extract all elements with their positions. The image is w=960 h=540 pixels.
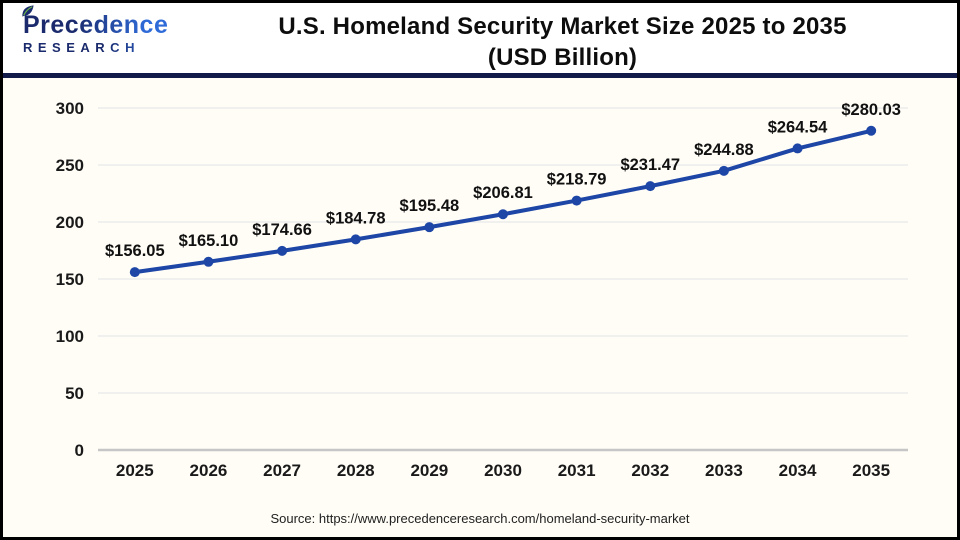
x-tick-label: 2027 — [263, 461, 301, 480]
y-tick-label: 0 — [75, 441, 84, 460]
data-label: $280.03 — [841, 101, 901, 119]
x-tick-label: 2026 — [190, 461, 228, 480]
data-label: $264.54 — [768, 118, 828, 136]
data-point — [571, 195, 582, 206]
data-point — [718, 165, 729, 176]
data-label: $195.48 — [400, 197, 460, 215]
data-point — [424, 222, 435, 233]
y-tick-label: 50 — [65, 384, 84, 403]
data-label: $218.79 — [547, 171, 607, 189]
data-point — [277, 245, 288, 256]
data-label: $156.05 — [105, 242, 165, 260]
source-line: Source: https://www.precedenceresearch.c… — [270, 511, 690, 526]
x-tick-label: 2031 — [558, 461, 596, 480]
data-point — [498, 209, 508, 220]
x-tick-label: 2028 — [337, 461, 375, 480]
chart-area: 0 50 100 150 200 250 300 2025 2026 2027 2028 2029 20… — [3, 78, 957, 507]
x-tick-label: 2033 — [705, 461, 743, 480]
data-label: $184.78 — [326, 209, 386, 227]
leaf-icon — [22, 5, 34, 17]
chart-title-line2: (USD Billion) — [487, 44, 638, 71]
brand-subtitle: RESEARCH — [23, 41, 168, 54]
data-label: $174.66 — [252, 221, 312, 239]
y-tick-label: 300 — [56, 99, 84, 118]
data-label: $206.81 — [473, 184, 533, 202]
data-label: $244.88 — [694, 141, 754, 159]
line-chart-svg: 0 50 100 150 200 250 300 2025 2026 2027 2028 2029 20… — [56, 99, 908, 480]
x-tick-label: 2029 — [410, 461, 448, 480]
y-tick-label: 150 — [56, 270, 84, 289]
brand-logo: Precedence RESEARCH — [22, 5, 169, 54]
x-tick-label: 2030 — [484, 461, 522, 480]
data-label: $231.47 — [620, 156, 680, 174]
data-point — [866, 125, 877, 136]
data-point — [203, 256, 214, 267]
data-point — [350, 234, 361, 245]
brand-name-text: Precedence — [23, 11, 169, 39]
x-tick-label: 2032 — [631, 461, 669, 480]
x-tick-label: 2034 — [779, 461, 817, 480]
data-label: $165.10 — [179, 232, 239, 250]
data-point — [645, 181, 656, 192]
data-point — [792, 143, 803, 154]
y-tick-label: 250 — [56, 156, 84, 175]
data-point — [129, 267, 140, 278]
x-tick-label: 2035 — [852, 461, 890, 480]
y-tick-label: 100 — [56, 327, 84, 346]
header: Precedence RESEARCH U.S. Homeland Securi… — [3, 3, 957, 78]
chart-title: U.S. Homeland Security Market Size 2025 … — [168, 11, 957, 73]
y-tick-label: 200 — [56, 213, 84, 232]
chart-title-line1: U.S. Homeland Security Market Size 2025 … — [278, 13, 847, 40]
x-tick-label: 2025 — [116, 461, 154, 480]
brand-name: Precedence — [22, 5, 169, 39]
